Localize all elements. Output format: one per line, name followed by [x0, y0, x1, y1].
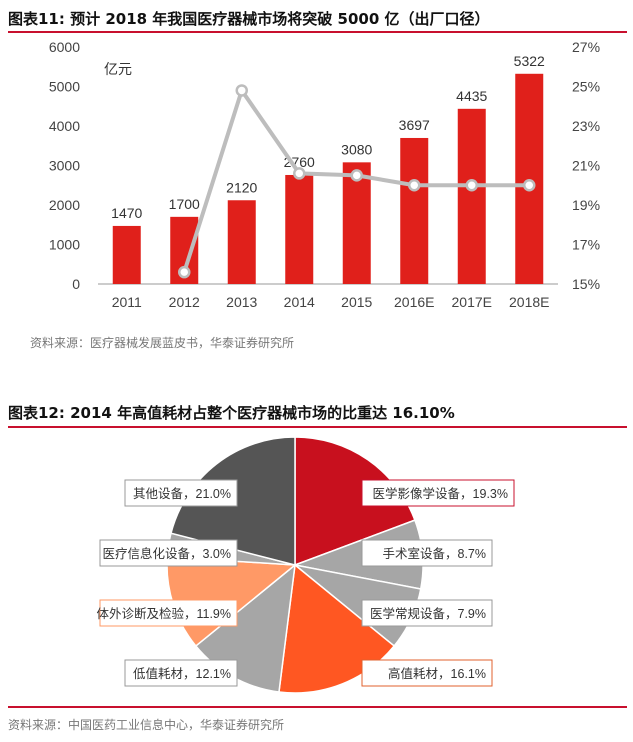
y-axis-label: 亿元	[104, 61, 132, 77]
x-tick-label: 2017E	[452, 294, 492, 310]
y-tick-label: 0	[72, 276, 80, 292]
growth-point	[178, 265, 191, 279]
bar	[285, 174, 314, 284]
growth-point	[465, 179, 478, 192]
slice-label: 低值耗材，12.1%	[133, 666, 231, 681]
slice-label: 体外诊断及检验，11.9%	[96, 606, 231, 621]
slice-label-box	[361, 539, 493, 567]
bar-value-label: 2120	[226, 179, 257, 195]
slice-label: 医学常规设备，7.9%	[370, 606, 486, 621]
y2-tick-label: 17%	[572, 237, 600, 253]
bar-value-label: 1470	[111, 205, 142, 221]
figure11-title: 图表11: 预计 2018 年我国医疗器械市场将突破 5000 亿（出厂口径）	[8, 10, 490, 28]
title-rule	[8, 31, 627, 33]
x-tick-label: 2015	[341, 294, 372, 310]
slice-label-box	[361, 479, 515, 507]
slice-label-box	[124, 659, 238, 687]
y2-tick-label: 21%	[572, 158, 600, 174]
x-tick-label: 2013	[226, 294, 257, 310]
x-tick-label: 2011	[112, 294, 142, 310]
bar	[457, 108, 486, 284]
y-tick-label: 6000	[49, 39, 80, 55]
y-tick-label: 1000	[49, 237, 80, 253]
y-tick-label: 2000	[49, 197, 80, 213]
slice-label: 其他设备，21.0%	[133, 486, 231, 501]
slice-label-box	[99, 599, 238, 627]
growth-point	[235, 84, 248, 97]
title-rule	[8, 426, 627, 428]
bar	[112, 225, 141, 284]
slice-label-box	[99, 539, 238, 567]
pie-slice	[294, 436, 416, 567]
bar-value-label: 5322	[514, 53, 545, 69]
growth-point	[523, 179, 536, 192]
bar	[342, 162, 371, 284]
y2-tick-label: 25%	[572, 79, 600, 95]
y2-tick-label: 23%	[572, 118, 600, 134]
growth-point	[350, 169, 363, 182]
figure11-source: 资料来源：医疗器械发展蓝皮书，华泰证券研究所	[30, 336, 295, 350]
slice-label: 高值耗材，16.1%	[388, 666, 486, 681]
x-tick-label: 2016E	[394, 294, 434, 310]
bar-value-label: 2760	[284, 154, 315, 170]
slice-label: 手术室设备，8.7%	[383, 546, 487, 561]
y-tick-label: 5000	[49, 79, 80, 95]
slice-label-box	[124, 479, 238, 507]
x-tick-label: 2014	[284, 294, 315, 310]
x-tick-label: 2012	[169, 294, 200, 310]
y2-tick-label: 19%	[572, 197, 600, 213]
figure12-title: 图表12: 2014 年高值耗材占整个医疗器械市场的比重达 16.10%	[8, 404, 455, 422]
figure12-source: 资料来源：中国医药工业信息中心，华泰证券研究所	[8, 718, 285, 732]
slice-label-box	[361, 659, 493, 687]
x-tick-label: 2018E	[509, 294, 549, 310]
bar	[400, 137, 429, 284]
y-tick-label: 3000	[49, 158, 80, 174]
bar-value-label: 1700	[169, 196, 200, 212]
bar-value-label: 4435	[456, 88, 487, 104]
bar	[515, 73, 544, 284]
growth-point	[408, 179, 421, 192]
slice-label-box	[361, 599, 493, 627]
slice-label: 医学影像学设备，19.3%	[373, 486, 508, 501]
bar-value-label: 3697	[399, 117, 430, 133]
growth-point	[293, 167, 306, 180]
y-tick-label: 4000	[49, 118, 80, 134]
bar-line-chart: 0 1000 2000 3000 4000 5000 6000 15% 17% 19% 21% 23%…	[49, 39, 600, 310]
slice-label: 医疗信息化设备，3.0%	[103, 546, 232, 561]
bar	[227, 200, 256, 284]
y2-tick-label: 15%	[572, 276, 600, 292]
y2-tick-label: 27%	[572, 39, 600, 55]
bar-value-label: 3080	[341, 141, 372, 157]
pie-chart: 医学影像学设备，19.3% 手术室设备，8.7% 医学常规设备，7.9% 高值耗材，1…	[96, 436, 515, 694]
bottom-rule	[8, 706, 627, 708]
